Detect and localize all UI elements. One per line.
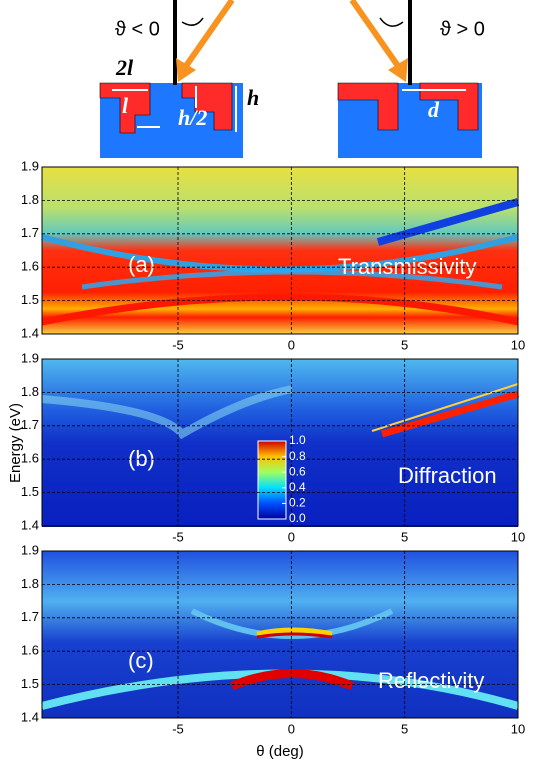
- dim-label: l: [122, 93, 129, 118]
- colorbar-label: 0.8: [289, 449, 306, 463]
- y-tick-label: 1.9: [21, 350, 39, 365]
- feature: [41, 234, 519, 273]
- x-tick-label: 5: [401, 529, 408, 544]
- beam-head: [388, 58, 408, 82]
- feature: [41, 293, 519, 326]
- colorbar-label: 0.6: [289, 464, 306, 478]
- y-tick-label: 1.7: [21, 225, 39, 240]
- y-tick-label: 1.5: [21, 292, 39, 307]
- beam: [183, 0, 235, 68]
- y-tick-label: 1.7: [21, 417, 39, 432]
- y-tick-label: 1.6: [21, 259, 39, 274]
- angle-arc: [379, 17, 404, 27]
- feature: [41, 385, 293, 440]
- dim-label: 2l: [115, 55, 134, 80]
- schematic: ϑ < 0 ϑ > 0 2l l h/2 h d: [99, 0, 485, 158]
- beam-head: [176, 58, 196, 82]
- colorbar: [257, 440, 287, 520]
- y-tick-label: 1.4: [21, 709, 39, 724]
- y-tick-label: 1.5: [21, 484, 39, 499]
- y-tick-label: 1.6: [21, 643, 39, 658]
- plot-frame: [41, 358, 519, 527]
- panel-title: Reflectivity: [378, 668, 484, 693]
- colorbar-label: 0.0: [289, 511, 306, 525]
- colorbar-label: 0.4: [289, 480, 306, 494]
- y-tick-label: 1.4: [21, 325, 39, 340]
- x-tick-label: 10: [511, 337, 525, 352]
- x-tick-label: -5: [172, 721, 184, 736]
- feature: [371, 383, 519, 432]
- dim-label: h: [247, 85, 259, 110]
- x-tick-label: 5: [401, 337, 408, 352]
- groove: [419, 82, 479, 131]
- groove: [99, 82, 151, 134]
- panel-title: Transmissivity: [338, 254, 477, 279]
- x-tick-label: -5: [172, 529, 184, 544]
- angle-label: ϑ < 0: [115, 18, 160, 40]
- y-tick-label: 1.8: [21, 576, 39, 591]
- colorbar-label: 1.0: [289, 433, 306, 447]
- y-tick-label: 1.8: [21, 192, 39, 207]
- x-tick-label: 0: [288, 337, 295, 352]
- groove: [337, 82, 399, 131]
- y-axis-label: Energy (eV): [7, 403, 24, 483]
- y-tick-label: 1.9: [21, 542, 39, 557]
- feature: [256, 627, 333, 637]
- heatmap-a: [41, 167, 520, 334]
- panel-label: (a): [128, 252, 155, 277]
- x-axis-label: θ (deg): [256, 743, 304, 760]
- x-tick-label: -5: [172, 337, 184, 352]
- groove: [181, 82, 233, 131]
- colorbar-label: 0.2: [289, 496, 306, 510]
- y-tick-label: 1.9: [21, 158, 39, 173]
- x-tick-label: 5: [401, 721, 408, 736]
- angle-arc: [181, 17, 204, 26]
- feature: [381, 390, 519, 438]
- panel-label: (b): [128, 446, 155, 471]
- dim-label: h/2: [178, 105, 207, 130]
- panel-title: Diffraction: [398, 463, 497, 488]
- y-tick-label: 1.6: [21, 451, 39, 466]
- plot-frame: [41, 166, 519, 335]
- feature: [230, 669, 354, 691]
- x-tick-label: 10: [511, 721, 525, 736]
- y-tick-label: 1.8: [21, 384, 39, 399]
- feature: [256, 632, 333, 639]
- plot-frame: [41, 550, 519, 719]
- panel-label: (c): [128, 648, 154, 673]
- y-tick-label: 1.4: [21, 517, 39, 532]
- x-tick-label: 0: [288, 721, 295, 736]
- x-tick-label: 0: [288, 529, 295, 544]
- y-tick-label: 1.5: [21, 676, 39, 691]
- angle-label: ϑ > 0: [440, 18, 485, 40]
- heatmap-c: [40, 551, 520, 718]
- y-tick-label: 1.7: [21, 609, 39, 624]
- feature: [190, 608, 394, 639]
- dim-label: d: [428, 97, 440, 122]
- x-tick-label: 10: [511, 529, 525, 544]
- beam: [349, 0, 401, 68]
- feature: [376, 198, 520, 246]
- feature: [81, 269, 503, 290]
